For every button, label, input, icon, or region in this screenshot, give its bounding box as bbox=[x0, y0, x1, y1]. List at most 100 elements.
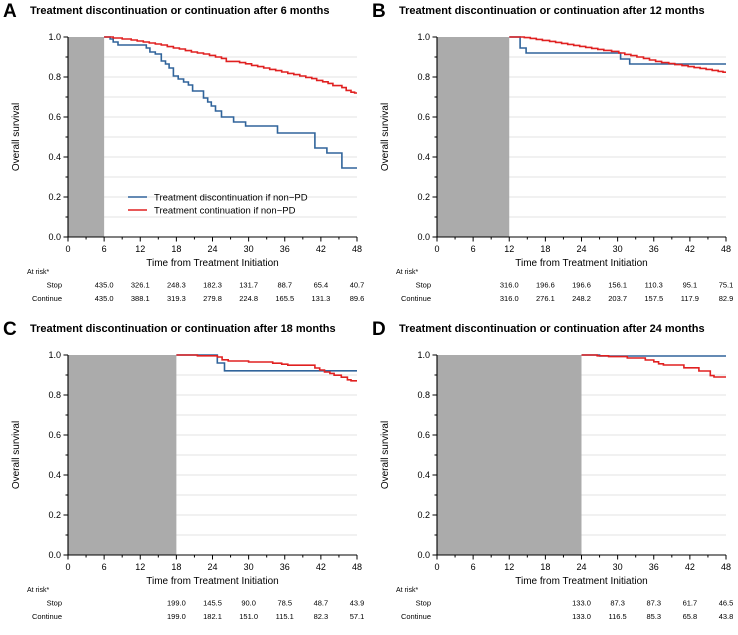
svg-text:24: 24 bbox=[207, 562, 217, 572]
y-axis-ticks: 0.0 0.2 0.4 0.6 0.8 1.0 bbox=[417, 350, 437, 560]
curve-continue bbox=[509, 36, 726, 73]
svg-text:6: 6 bbox=[471, 244, 476, 254]
svg-text:At risk*: At risk* bbox=[396, 269, 418, 276]
svg-text:48: 48 bbox=[352, 244, 362, 254]
svg-text:0.2: 0.2 bbox=[417, 510, 430, 520]
svg-text:42: 42 bbox=[316, 562, 326, 572]
svg-text:133.0: 133.0 bbox=[572, 599, 591, 608]
svg-text:Stop: Stop bbox=[416, 599, 431, 608]
x-axis-ticks: 0 6 12 18 24 30 36 42 48 bbox=[434, 237, 731, 254]
panel-a-header: A Treatment discontinuation or continuat… bbox=[0, 0, 369, 24]
svg-text:0.4: 0.4 bbox=[48, 470, 61, 480]
svg-text:36: 36 bbox=[649, 562, 659, 572]
svg-text:110.3: 110.3 bbox=[645, 281, 663, 290]
svg-text:248.3: 248.3 bbox=[167, 281, 186, 290]
svg-text:24: 24 bbox=[207, 244, 217, 254]
svg-text:196.6: 196.6 bbox=[572, 281, 591, 290]
svg-text:95.1: 95.1 bbox=[683, 281, 698, 290]
panel-b-letter: B bbox=[372, 1, 386, 22]
svg-text:0.6: 0.6 bbox=[48, 112, 61, 122]
svg-text:0.0: 0.0 bbox=[48, 232, 61, 242]
svg-text:157.5: 157.5 bbox=[644, 294, 663, 303]
svg-text:36: 36 bbox=[280, 562, 290, 572]
svg-text:Stop: Stop bbox=[47, 281, 62, 290]
svg-text:116.5: 116.5 bbox=[609, 612, 627, 621]
landmark-shaded-band bbox=[68, 37, 105, 237]
svg-text:1.0: 1.0 bbox=[417, 350, 430, 360]
svg-text:30: 30 bbox=[244, 562, 254, 572]
curve-continue bbox=[581, 354, 726, 378]
panel-c-title: Treatment discontinuation or continuatio… bbox=[30, 323, 336, 335]
svg-text:151.0: 151.0 bbox=[239, 612, 258, 621]
svg-text:18: 18 bbox=[171, 562, 181, 572]
svg-text:131.3: 131.3 bbox=[311, 294, 330, 303]
gridlines bbox=[68, 56, 357, 218]
panel-c-letter: C bbox=[3, 319, 17, 340]
svg-text:0: 0 bbox=[65, 562, 70, 572]
km-chart-a: 0 6 12 18 24 30 36 42 48 0.0 0.2 0.4 0.6 0.8 1.0 Overal… bbox=[11, 32, 365, 303]
svg-text:36: 36 bbox=[649, 244, 659, 254]
svg-text:Continue: Continue bbox=[401, 612, 431, 621]
svg-text:12: 12 bbox=[135, 562, 145, 572]
svg-text:43.9: 43.9 bbox=[350, 599, 365, 608]
svg-text:145.5: 145.5 bbox=[203, 599, 222, 608]
svg-text:279.8: 279.8 bbox=[203, 294, 222, 303]
svg-text:At risk*: At risk* bbox=[27, 587, 49, 594]
svg-text:248.2: 248.2 bbox=[572, 294, 591, 303]
survival-curves bbox=[176, 354, 357, 382]
svg-text:0.4: 0.4 bbox=[417, 470, 430, 480]
svg-text:199.0: 199.0 bbox=[167, 612, 186, 621]
svg-text:30: 30 bbox=[613, 244, 623, 254]
svg-text:48.7: 48.7 bbox=[314, 599, 329, 608]
curve-continue bbox=[176, 354, 357, 382]
svg-text:0.8: 0.8 bbox=[48, 72, 61, 82]
svg-text:0: 0 bbox=[434, 562, 439, 572]
km-chart-d: 0 6 12 18 24 30 36 42 48 0.0 0.2 0.4 0.6 0.8 1.0 Overal… bbox=[380, 350, 733, 621]
x-axis-ticks: 0 6 12 18 24 30 36 42 48 bbox=[65, 237, 362, 254]
panel-a: A Treatment discontinuation or continuat… bbox=[0, 0, 369, 318]
svg-text:0.0: 0.0 bbox=[48, 550, 61, 560]
panel-d: D Treatment discontinuation or continuat… bbox=[369, 318, 738, 635]
svg-text:82.9: 82.9 bbox=[719, 294, 734, 303]
curve-stop bbox=[104, 36, 357, 169]
svg-text:42: 42 bbox=[685, 562, 695, 572]
svg-text:1.0: 1.0 bbox=[417, 32, 430, 42]
svg-text:At risk*: At risk* bbox=[27, 269, 49, 276]
x-axis-label: Time from Treatment Initiation bbox=[146, 258, 278, 269]
x-axis-label: Time from Treatment Initiation bbox=[146, 576, 278, 587]
at-risk-table: At risk* Stop 133.0 87.3 87.3 61.7 46.5 Continu… bbox=[396, 587, 733, 621]
svg-text:196.6: 196.6 bbox=[536, 281, 555, 290]
svg-text:Continue: Continue bbox=[32, 294, 62, 303]
survival-curves bbox=[581, 354, 726, 378]
svg-text:182.1: 182.1 bbox=[203, 612, 222, 621]
svg-text:316.0: 316.0 bbox=[500, 281, 519, 290]
at-risk-table: At risk* Stop 316.0 196.6 196.6 156.1 110.3 95.… bbox=[396, 269, 733, 303]
svg-text:57.1: 57.1 bbox=[350, 612, 365, 621]
y-axis-label: Overall survival bbox=[11, 103, 22, 171]
svg-text:0.8: 0.8 bbox=[417, 72, 430, 82]
svg-text:18: 18 bbox=[540, 562, 550, 572]
svg-text:24: 24 bbox=[576, 244, 586, 254]
svg-text:165.5: 165.5 bbox=[275, 294, 294, 303]
svg-text:48: 48 bbox=[352, 562, 362, 572]
svg-text:85.3: 85.3 bbox=[646, 612, 661, 621]
svg-text:40.7: 40.7 bbox=[350, 281, 365, 290]
svg-text:Treatment discontinuation if n: Treatment discontinuation if non−PD bbox=[154, 193, 308, 204]
svg-text:18: 18 bbox=[540, 244, 550, 254]
panel-b-title: Treatment discontinuation or continuatio… bbox=[399, 5, 705, 17]
svg-text:1.0: 1.0 bbox=[48, 32, 61, 42]
svg-text:6: 6 bbox=[102, 562, 107, 572]
svg-text:0.2: 0.2 bbox=[48, 510, 61, 520]
svg-text:388.1: 388.1 bbox=[131, 294, 150, 303]
svg-text:12: 12 bbox=[135, 244, 145, 254]
svg-text:61.7: 61.7 bbox=[683, 599, 698, 608]
svg-text:Continue: Continue bbox=[32, 612, 62, 621]
svg-text:435.0: 435.0 bbox=[95, 281, 114, 290]
svg-text:65.4: 65.4 bbox=[314, 281, 329, 290]
svg-text:48: 48 bbox=[721, 244, 731, 254]
legend: Treatment discontinuation if non−PD Treat… bbox=[128, 193, 308, 217]
svg-text:At risk*: At risk* bbox=[396, 587, 418, 594]
svg-text:90.0: 90.0 bbox=[241, 599, 256, 608]
svg-text:82.3: 82.3 bbox=[314, 612, 329, 621]
